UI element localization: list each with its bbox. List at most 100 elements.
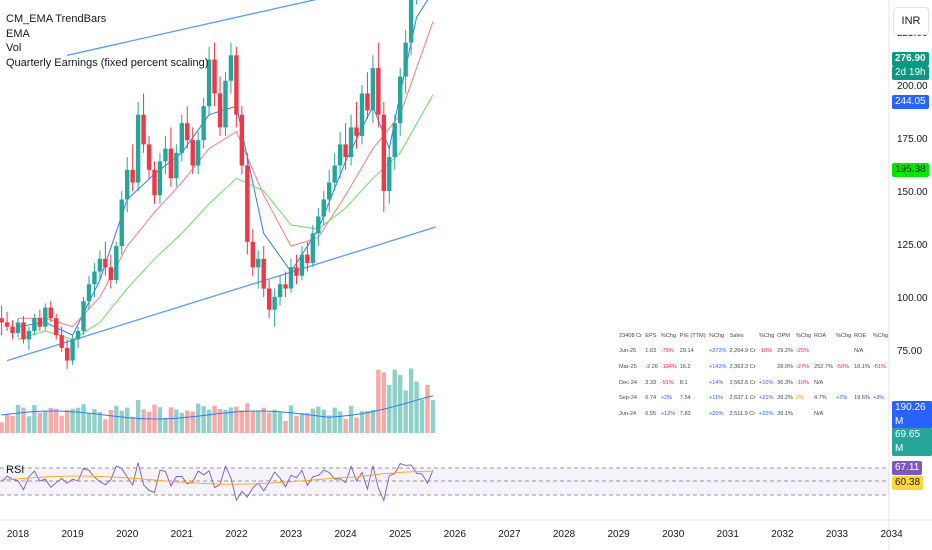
x-tick-label: 2022 [225, 529, 248, 540]
candle-body [376, 68, 381, 115]
x-tick-label: 2020 [116, 529, 139, 540]
candle-body [54, 318, 59, 336]
earnings-cell: Jun-25 [619, 348, 637, 355]
candle-body [256, 258, 261, 268]
volume-bar [119, 410, 124, 433]
last-price-tag: 276.90 [892, 52, 929, 66]
candle-body [168, 148, 174, 179]
volume-bar [332, 407, 337, 433]
y-tick-label: 100.00 [897, 293, 928, 304]
earnings-table: 23408 Cr EPS %Chg P/E (TTM) %Chg Sales %Chg OPM… [618, 328, 890, 422]
candle-body [217, 93, 223, 128]
x-tick-label: 2024 [334, 529, 357, 540]
earnings-cell: OPM [777, 332, 790, 339]
candle-body [206, 59, 212, 107]
candle-body [387, 157, 392, 191]
candle-body [234, 55, 239, 115]
y-tick-label: 125.00 [897, 240, 928, 251]
earnings-cell [872, 344, 890, 360]
ema-line [18, 21, 434, 328]
earnings-cell: +142% [708, 363, 727, 370]
legend-vol[interactable]: Vol [6, 42, 22, 54]
volume-bar [32, 405, 37, 433]
indicator-legend: CM_EMA TrendBars EMA Vol Quarterly Earni… [6, 12, 208, 70]
volume-bar [387, 384, 392, 433]
volume-bar [21, 407, 26, 433]
volume-bar [4, 414, 10, 433]
candle-body [59, 335, 64, 348]
earnings-cell: Mar-25 [619, 363, 637, 370]
earnings-cell [853, 406, 872, 422]
volume-bar [365, 411, 370, 433]
volume-bar [168, 407, 174, 433]
earnings-cell: 7.54 [679, 395, 691, 402]
earnings-cell [835, 406, 853, 422]
volume-bar [26, 416, 32, 433]
volume-bar [135, 400, 141, 433]
x-tick-label: 2030 [662, 529, 685, 540]
rsi-ma-line [1, 470, 434, 485]
volume-bar [234, 406, 239, 433]
earnings-cell: %Chg [872, 332, 889, 339]
candle-body [15, 322, 21, 334]
earnings-cell [835, 375, 853, 391]
volume-bar [272, 409, 277, 433]
x-tick-label: 2027 [498, 529, 521, 540]
earnings-cell: 19.6% [854, 395, 870, 402]
candle-body [103, 258, 108, 268]
ema-line [17, 0, 429, 336]
volume-bar [239, 410, 245, 433]
candle-body [239, 114, 245, 166]
earnings-cell: -51% [872, 363, 886, 370]
volume-bar [54, 408, 59, 433]
legend-quarterly-earnings[interactable]: Quarterly Earnings (fixed percent scalin… [6, 56, 209, 69]
candle-body [190, 140, 195, 166]
volume-bar [141, 409, 146, 433]
candle-body [0, 318, 4, 323]
x-tick-label: 2026 [444, 529, 467, 540]
x-tick-label: 2021 [171, 529, 194, 540]
volume-bar [195, 403, 201, 433]
candle-body [305, 254, 310, 264]
legend-cm-ema-trendbars[interactable]: CM_EMA TrendBars [6, 13, 107, 25]
candle-body [392, 123, 397, 158]
earnings-cell: %Chg [660, 332, 676, 339]
rsi-value-tag: 67.11 [892, 461, 923, 475]
earnings-row: Jun-24 6.55 +12% 7.83 +20% 2,511.9 Cr +22% 39.1… [618, 406, 890, 422]
candle-body [185, 123, 190, 141]
earnings-cell: -27% [795, 363, 809, 370]
candle-body [21, 322, 26, 340]
earnings-cell: 2% [795, 395, 804, 402]
currency-button[interactable]: INR [893, 7, 929, 35]
candle-body [223, 80, 228, 128]
earnings-cell: ROA [813, 332, 827, 339]
candle-body [266, 288, 272, 310]
candle-body [75, 330, 81, 340]
candle-body [370, 68, 376, 111]
legend-ema[interactable]: EMA [6, 27, 30, 40]
earnings-cell: Jun-24 [619, 410, 637, 417]
rsi-title[interactable]: RSI [6, 464, 25, 476]
earnings-cell: +2% [835, 395, 848, 402]
earnings-cell: %Chg [835, 332, 852, 339]
earnings-cell: ROE [854, 332, 867, 339]
candle-body [261, 258, 266, 289]
earnings-cell [872, 375, 890, 391]
earnings-cell: +22% [759, 410, 774, 417]
candle-body [4, 322, 10, 327]
volume-bar [261, 407, 266, 433]
countdown-tag: 2d 19h [892, 66, 929, 80]
earnings-cell: -134% [660, 363, 677, 370]
x-tick-label: 2031 [717, 529, 740, 540]
candle-body [174, 152, 179, 179]
volume-bar [403, 390, 408, 433]
earnings-cell: 2,562.6 Cr [729, 379, 756, 386]
candle-body [141, 114, 146, 145]
volume-bar [430, 400, 436, 433]
volume-bar [75, 407, 81, 433]
earnings-cell: 8.1 [679, 379, 688, 386]
candle-body [316, 216, 321, 234]
candle-body [359, 93, 365, 136]
candle-body [272, 297, 277, 310]
